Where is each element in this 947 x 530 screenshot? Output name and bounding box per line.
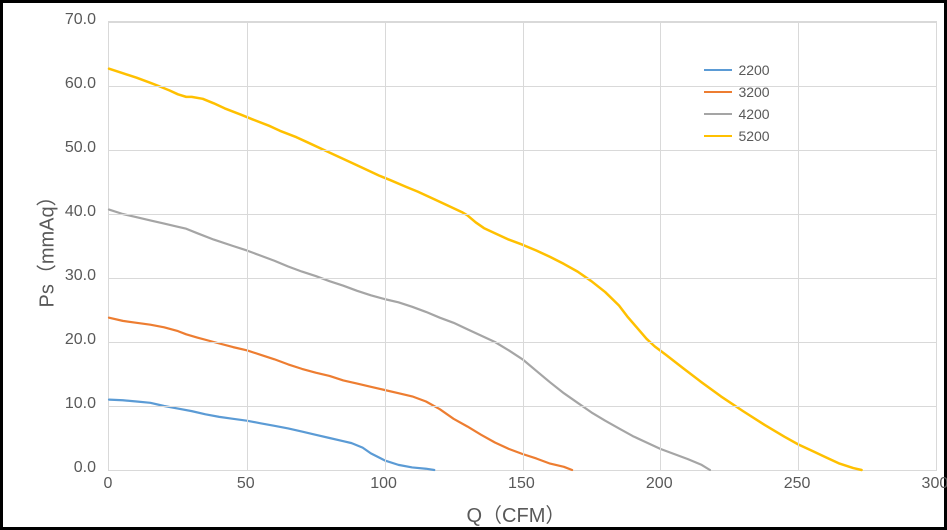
x-axis-title: Q（CFM） xyxy=(467,499,566,528)
legend-item: 5200 xyxy=(704,128,769,144)
legend-swatch xyxy=(704,91,732,93)
legend-label: 5200 xyxy=(738,128,769,144)
series-4200 xyxy=(109,210,710,470)
y-tick-label: 30.0 xyxy=(65,267,96,285)
chart-frame: 2200320042005200 Ps（mmAq） Q（CFM） 0.010.0… xyxy=(0,0,947,530)
x-tick-label: 200 xyxy=(646,475,673,493)
gridline-v xyxy=(936,22,937,470)
x-tick-label: 0 xyxy=(104,475,113,493)
y-tick-label: 70.0 xyxy=(65,11,96,29)
legend-swatch xyxy=(704,135,732,137)
y-tick-label: 0.0 xyxy=(74,459,96,477)
gridline-v xyxy=(660,22,661,470)
gridline-v xyxy=(247,22,248,470)
series-3200 xyxy=(109,318,572,470)
x-tick-label: 250 xyxy=(784,475,811,493)
legend-item: 4200 xyxy=(704,106,769,122)
legend-swatch xyxy=(704,69,732,71)
legend-label: 2200 xyxy=(738,62,769,78)
legend: 2200320042005200 xyxy=(704,62,769,150)
y-tick-label: 40.0 xyxy=(65,203,96,221)
legend-item: 2200 xyxy=(704,62,769,78)
y-tick-label: 50.0 xyxy=(65,139,96,157)
legend-swatch xyxy=(704,113,732,115)
x-tick-label: 100 xyxy=(370,475,397,493)
y-tick-label: 20.0 xyxy=(65,331,96,349)
y-tick-label: 10.0 xyxy=(65,395,96,413)
x-tick-label: 50 xyxy=(237,475,255,493)
gridline-v xyxy=(385,22,386,470)
plot-area: 2200320042005200 xyxy=(108,21,937,471)
y-tick-label: 60.0 xyxy=(65,75,96,93)
gridline-v xyxy=(523,22,524,470)
x-tick-label: 150 xyxy=(508,475,535,493)
y-axis-title: Ps（mmAq） xyxy=(31,188,60,308)
x-tick-label: 300 xyxy=(922,475,947,493)
legend-label: 4200 xyxy=(738,106,769,122)
gridline-v xyxy=(798,22,799,470)
